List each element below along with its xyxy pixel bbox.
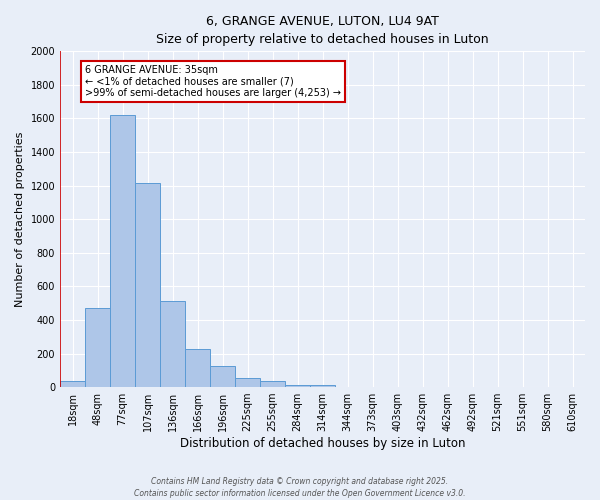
Bar <box>185 350 210 387</box>
Bar <box>85 308 110 387</box>
Bar <box>160 302 185 387</box>
Bar <box>310 386 335 387</box>
Text: Contains HM Land Registry data © Crown copyright and database right 2025.
Contai: Contains HM Land Registry data © Crown c… <box>134 476 466 498</box>
Y-axis label: Number of detached properties: Number of detached properties <box>15 132 25 307</box>
Bar <box>110 115 135 387</box>
Bar <box>135 183 160 387</box>
Title: 6, GRANGE AVENUE, LUTON, LU4 9AT
Size of property relative to detached houses in: 6, GRANGE AVENUE, LUTON, LU4 9AT Size of… <box>156 15 489 46</box>
Bar <box>235 378 260 387</box>
Bar <box>60 381 85 387</box>
Bar <box>285 384 310 387</box>
Bar <box>260 381 285 387</box>
Bar <box>210 366 235 387</box>
Text: 6 GRANGE AVENUE: 35sqm
← <1% of detached houses are smaller (7)
>99% of semi-det: 6 GRANGE AVENUE: 35sqm ← <1% of detached… <box>85 65 341 98</box>
X-axis label: Distribution of detached houses by size in Luton: Distribution of detached houses by size … <box>180 437 465 450</box>
